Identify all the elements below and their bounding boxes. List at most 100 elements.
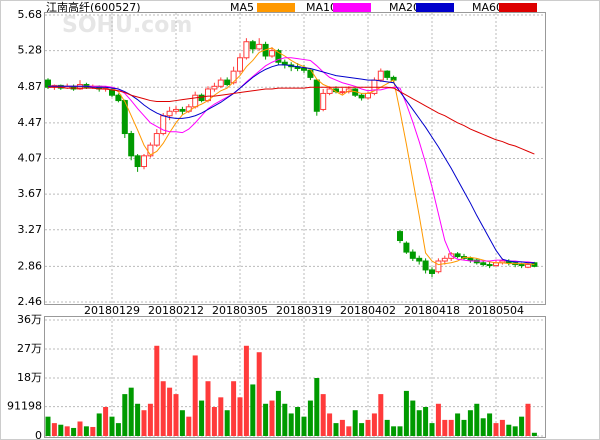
- volume-bar: [237, 397, 243, 436]
- volume-bar: [122, 394, 128, 436]
- watermark: SOHU.com: [62, 13, 192, 38]
- volume-bar: [519, 416, 525, 436]
- volume-bar: [64, 426, 70, 436]
- volume-bar: [243, 345, 249, 436]
- candle-body: [339, 91, 346, 94]
- ma-line: [48, 57, 535, 264]
- volume-bar: [173, 394, 179, 436]
- candle-body: [192, 94, 199, 108]
- volume-bar: [352, 410, 358, 436]
- legend-label: MA60: [472, 1, 503, 14]
- volume-bar: [90, 426, 96, 436]
- chart-title: 江南高纤(600527): [46, 0, 141, 14]
- candle-body: [409, 251, 416, 259]
- volume-bar: [314, 378, 320, 436]
- volume-bar: [77, 421, 83, 436]
- volume-bar: [154, 345, 160, 436]
- candle-body: [249, 41, 256, 50]
- volume-bar: [301, 416, 307, 436]
- volume-bar: [359, 423, 365, 436]
- y-tick-label: 5.28: [18, 44, 43, 57]
- volume-tick-label: 0: [35, 429, 42, 440]
- volume-bar: [371, 413, 377, 436]
- volume-bar: [416, 410, 422, 436]
- candle-body: [134, 155, 141, 168]
- volume-bar: [307, 400, 313, 436]
- candle-body: [403, 242, 410, 253]
- volume-bar: [410, 400, 416, 436]
- volume-bar: [96, 413, 102, 436]
- legend-swatch: [416, 3, 454, 12]
- legend-label: MA10: [306, 1, 337, 14]
- price-panel: [44, 12, 546, 305]
- volume-bar: [333, 423, 339, 436]
- volume-bar: [199, 400, 205, 436]
- volume-bar: [474, 403, 480, 436]
- y-tick-label: 3.27: [18, 223, 43, 236]
- volume-bar: [269, 400, 275, 436]
- volume-bar: [179, 410, 185, 436]
- candle-body: [224, 79, 231, 86]
- x-tick-label: 20180402: [340, 304, 396, 317]
- candle-body: [441, 257, 448, 262]
- y-tick-label: 4.87: [18, 80, 43, 93]
- candle-body: [128, 133, 135, 157]
- candle-body: [320, 92, 327, 110]
- candle-body: [237, 57, 243, 72]
- candle-body: [301, 67, 307, 71]
- y-tick-label: 4.47: [18, 116, 43, 129]
- candle-body: [211, 85, 218, 90]
- candle-body: [173, 108, 179, 112]
- volume-bar: [71, 427, 77, 436]
- ma-line: [48, 47, 535, 266]
- volume-bar: [448, 419, 454, 436]
- volume-bar: [455, 413, 461, 436]
- volume-bar: [512, 426, 518, 436]
- volume-bar: [205, 381, 211, 436]
- volume-bar: [109, 416, 115, 436]
- y-tick-label: 3.67: [18, 187, 43, 200]
- volume-bar: [531, 432, 537, 436]
- candle-body: [384, 70, 391, 78]
- volume-bar: [320, 394, 326, 436]
- candle-body: [454, 253, 461, 258]
- volume-bar: [346, 426, 352, 436]
- candle-body: [269, 50, 275, 57]
- candle-body: [217, 79, 224, 87]
- volume-bar: [487, 413, 493, 436]
- candle-body: [397, 231, 403, 242]
- volume-bar: [493, 423, 499, 436]
- candle-body: [480, 262, 487, 266]
- y-tick-label: 5.68: [18, 8, 43, 21]
- candle-body: [115, 94, 122, 102]
- volume-bar: [403, 390, 409, 436]
- volume-bar: [275, 390, 281, 436]
- volume-bar: [83, 426, 89, 436]
- volume-bar: [160, 381, 166, 436]
- candle-body: [416, 257, 423, 262]
- volume-panel: [44, 316, 546, 438]
- legend-swatch: [499, 3, 537, 12]
- candle-body: [153, 133, 160, 146]
- volume-bar: [442, 419, 448, 436]
- volume-tick-label: 27万: [17, 342, 42, 355]
- volume-bar: [218, 397, 224, 436]
- volume-bar: [339, 419, 345, 436]
- x-tick-label: 20180418: [404, 304, 460, 317]
- volume-tick-label: 36万: [17, 313, 42, 326]
- volume-bar: [397, 426, 403, 436]
- volume-bar: [506, 424, 512, 436]
- volume-bar: [423, 407, 429, 436]
- candle-body: [429, 269, 435, 274]
- volume-bar: [378, 394, 384, 436]
- x-tick-label: 20180504: [468, 304, 524, 317]
- volume-bar: [525, 403, 531, 436]
- candle-body: [256, 43, 263, 50]
- volume-bar: [288, 413, 294, 436]
- candle-body: [365, 92, 371, 99]
- volume-bar: [211, 407, 217, 436]
- volume-bar: [282, 403, 288, 436]
- volume-bar: [429, 423, 435, 436]
- legend-swatch: [333, 3, 371, 12]
- y-tick-label: 2.46: [18, 295, 43, 308]
